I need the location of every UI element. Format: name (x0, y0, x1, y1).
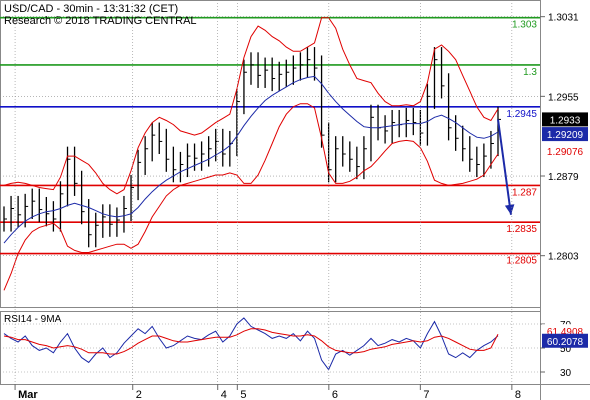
rsi-tick-label: 30 (560, 368, 572, 379)
rsi-ma-tag-text: 61.4908 (547, 327, 584, 338)
day-tick-label: 5 (240, 389, 246, 400)
rsi-gridlines (0, 323, 540, 373)
support-level-label: 1.2835 (506, 224, 537, 235)
projection-arrow-head (504, 204, 515, 215)
projection-arrow-line (497, 119, 512, 215)
resistance-level-label: 1.303 (512, 20, 537, 31)
rsi-value-tag-text: 60.2078 (547, 337, 584, 348)
day-tick-label: 8 (515, 389, 521, 400)
day-tick-label: Mar (18, 389, 38, 400)
moving-average-tag-box (542, 127, 588, 142)
pivot-level-label: 1.2945 (506, 109, 537, 120)
price-tick-label: 1.2955 (548, 92, 579, 103)
moving-average-line (3, 75, 499, 244)
day-tick-label: 7 (423, 389, 429, 400)
rsi-panel-title: RSI14 - 9MA (4, 314, 62, 325)
rsi-ma-line (3, 328, 499, 355)
rsi-value-tag-box (542, 333, 588, 348)
day-tick-label: 2 (136, 389, 142, 400)
support-level-label: 1.2805 (506, 256, 537, 267)
day-tick-label: 6 (332, 389, 338, 400)
resistance-level-label: 1.3 (523, 67, 537, 78)
last-price-tag-text: 1.2933 (550, 115, 581, 126)
moving-average-tag-text: 1.29209 (547, 130, 584, 141)
bollinger-band-tag-box (542, 144, 588, 159)
chart-copyright: Research © 2018 TRADING CENTRAL (4, 15, 197, 27)
last-price-tag-box (542, 112, 588, 127)
chart-title: USD/CAD - 30min - 13:31:32 (CET) (4, 3, 178, 15)
support-level-label: 1.287 (512, 187, 537, 198)
bollinger-band-tag-text: 1.29076 (547, 147, 584, 158)
price-series-layer (3, 17, 515, 291)
price-tick-label: 1.2803 (548, 252, 579, 263)
x-axis-ticks: Mar 2 4 5 6 7 8 (14, 0, 521, 400)
rsi-series-layer (3, 317, 499, 371)
price-tick-label: 1.2879 (548, 172, 579, 183)
rsi-tick-label: 50 (560, 344, 572, 355)
day-tick-label: 4 (221, 389, 227, 400)
bollinger-band-line (3, 103, 499, 291)
price-tick-label: 1.3031 (548, 13, 579, 24)
bollinger-band-line (3, 17, 499, 195)
price-panel (0, 0, 541, 308)
rsi-line (3, 317, 499, 371)
